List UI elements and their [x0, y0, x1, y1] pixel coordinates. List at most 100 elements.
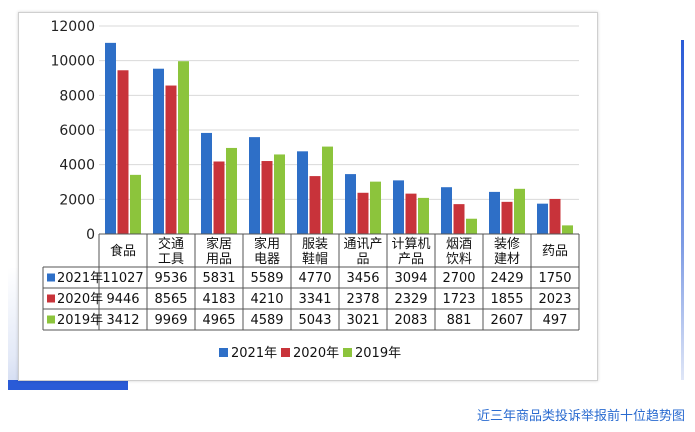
- bar: [213, 161, 225, 234]
- bar: [357, 192, 369, 234]
- category-label: 通讯产: [343, 237, 382, 252]
- bar: [537, 203, 548, 234]
- bar: [393, 180, 404, 234]
- bar: [501, 201, 513, 234]
- category-label: 计算机: [391, 237, 430, 252]
- category-label: 电器: [254, 252, 280, 267]
- category-label: 鞋帽: [302, 251, 328, 267]
- table-value: 497: [543, 313, 568, 328]
- category-label: 品: [356, 252, 369, 267]
- category-label: 饮料: [446, 252, 472, 267]
- table-value: 3456: [346, 271, 379, 286]
- table-value: 5589: [250, 271, 283, 286]
- category-label: 装修: [494, 237, 520, 252]
- table-value: 881: [447, 313, 472, 328]
- table-value: 3094: [394, 271, 427, 286]
- category-label: 工具: [158, 252, 184, 267]
- table-value: 2429: [490, 271, 523, 286]
- bar: [562, 225, 573, 234]
- y-tick-label: 10000: [50, 54, 95, 70]
- bar: [489, 191, 500, 234]
- category-label: 家用: [254, 236, 280, 252]
- table-value: 2023: [538, 292, 571, 307]
- legend-swatch: [219, 348, 228, 357]
- bar: [201, 132, 212, 234]
- table-value: 4770: [298, 271, 331, 286]
- table-series-marker: [47, 294, 55, 303]
- bar: [274, 154, 285, 234]
- category-label: 服装: [302, 237, 328, 252]
- table-value: 1855: [490, 292, 523, 307]
- bar: [297, 151, 308, 234]
- bar: [105, 42, 116, 235]
- bar: [117, 70, 129, 234]
- bar: [261, 161, 273, 234]
- table-series-label: 2020年: [57, 292, 103, 307]
- category-label: 用品: [206, 252, 232, 267]
- bar: [226, 147, 237, 234]
- decorative-accent-bar: [8, 380, 128, 390]
- table-value: 3021: [346, 313, 379, 328]
- table-value: 4589: [250, 313, 283, 328]
- category-label: 食品: [110, 243, 136, 259]
- y-tick-label: 6000: [59, 123, 95, 139]
- y-tick-label: 4000: [59, 158, 95, 174]
- table-value: 2700: [442, 271, 475, 286]
- table-series-marker: [47, 273, 55, 282]
- bar: [178, 61, 189, 235]
- table-value: 5831: [202, 271, 235, 286]
- category-label: 产品: [398, 252, 424, 267]
- bar: [165, 85, 177, 234]
- y-tick-label: 2000: [59, 192, 95, 208]
- table-value: 1723: [442, 292, 475, 307]
- legend-swatch: [343, 348, 352, 357]
- table-value: 3412: [106, 313, 139, 328]
- table-value: 2378: [346, 292, 379, 307]
- bar: [418, 197, 429, 234]
- table-series-marker: [47, 315, 55, 324]
- table-value: 4965: [202, 313, 235, 328]
- decorative-side-line: [681, 40, 684, 380]
- bar: [549, 198, 561, 234]
- bar: [453, 204, 465, 234]
- category-label: 家居: [206, 236, 232, 252]
- category-label: 烟酒: [446, 237, 472, 252]
- table-value: 2329: [394, 292, 427, 307]
- bar: [322, 146, 333, 234]
- table-value: 5043: [298, 313, 331, 328]
- table-value: 2083: [394, 313, 427, 328]
- y-tick-label: 12000: [50, 19, 95, 35]
- bar: [466, 218, 477, 234]
- table-value: 1750: [538, 271, 571, 286]
- table-value: 4210: [250, 292, 283, 307]
- table-value: 3341: [298, 292, 331, 307]
- chart-frame: 0 2000 4000 6000 8000 10000 12000 食品 交通 工具 家居 用品 家用电…: [18, 12, 598, 381]
- table-value: 2607: [490, 313, 523, 328]
- figure-caption: 近三年商品类投诉举报前十位趋势图: [476, 409, 685, 424]
- category-label: 药品: [542, 244, 568, 259]
- legend-label: 2021年: [231, 346, 277, 361]
- y-tick-label: 0: [86, 227, 95, 243]
- bar: [153, 68, 164, 234]
- bar: [514, 188, 525, 234]
- category-label: 建材: [494, 252, 520, 267]
- bar: [130, 174, 141, 234]
- table-series-label: 2021年: [57, 271, 103, 286]
- table-value: 11027: [102, 271, 143, 286]
- bar: [441, 187, 452, 234]
- legend-label: 2020年: [293, 346, 339, 361]
- bar: [309, 176, 321, 234]
- bar: [345, 174, 356, 234]
- y-tick-label: 8000: [59, 88, 95, 104]
- table-value: 9536: [154, 271, 187, 286]
- table-value: 9969: [154, 313, 187, 328]
- legend-swatch: [281, 348, 290, 357]
- table-value: 8565: [154, 292, 187, 307]
- legend-label: 2019年: [355, 346, 401, 361]
- bar: [249, 137, 260, 234]
- bar: [370, 181, 381, 234]
- category-label: 交通: [158, 236, 184, 252]
- table-value: 4183: [202, 292, 235, 307]
- table-series-label: 2019年: [57, 313, 103, 328]
